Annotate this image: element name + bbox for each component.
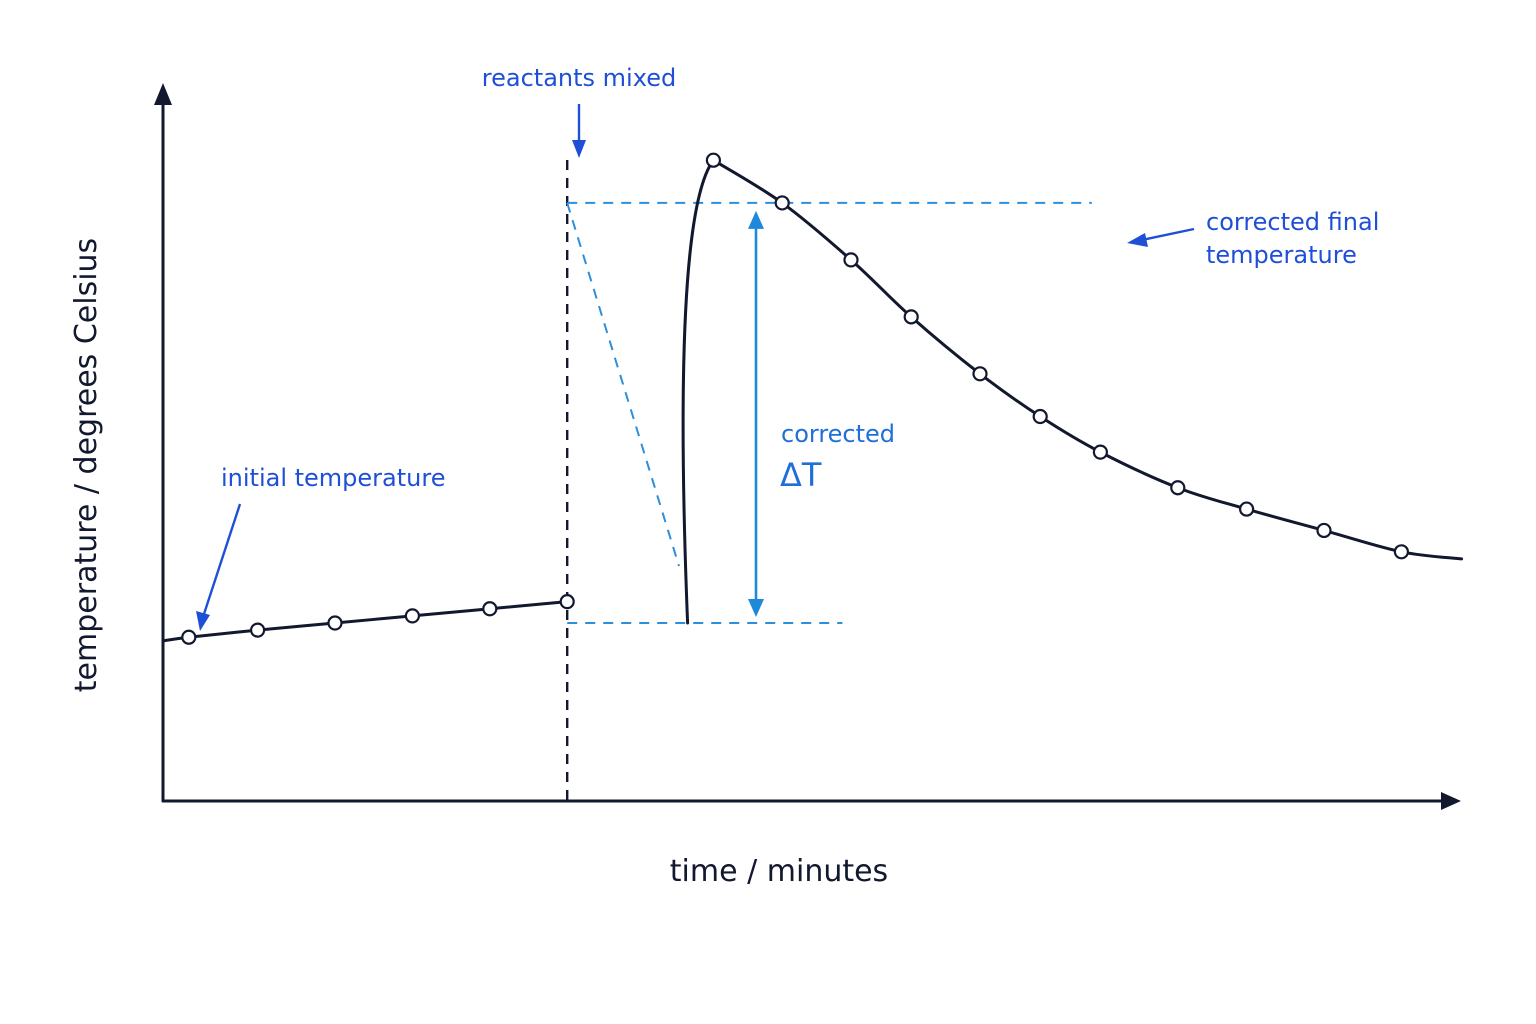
corrected-final-temperature-label-line2: temperature xyxy=(1206,241,1357,269)
x-axis-arrowhead xyxy=(1441,792,1461,810)
after-mixing-point-14 xyxy=(1238,501,1255,517)
y-axis-arrowhead xyxy=(154,83,172,105)
after-mixing-point-15 xyxy=(1316,522,1332,539)
y-axis-title: temperature / degrees Celsius xyxy=(69,238,104,692)
delta-t-arrow xyxy=(748,210,764,617)
data-series xyxy=(161,152,1464,645)
after-mixing-point-7 xyxy=(774,195,790,211)
before-mixing-point-1 xyxy=(250,622,266,638)
before-mixing-point-0 xyxy=(181,629,197,645)
after-mixing-point-16 xyxy=(1393,544,1410,560)
corrected-final-temperature-pointer xyxy=(1141,227,1195,242)
before-mixing-point-2 xyxy=(327,615,343,631)
after-mixing-point-6 xyxy=(705,152,722,168)
reactants-mixed-pointer-head xyxy=(572,140,586,158)
corrected-delta-t-label-line1: corrected xyxy=(781,420,895,448)
series-before-mixing-line xyxy=(161,600,569,643)
reactants-mixed-label: reactants mixed xyxy=(482,64,676,92)
after-mixing-point-13 xyxy=(1170,480,1186,496)
corrected-final-temperature-label-line1: corrected final xyxy=(1206,208,1379,236)
corrected-final-temperature-pointer-head xyxy=(1127,233,1148,247)
after-mixing-point-11 xyxy=(1032,408,1048,425)
delta-t-arrowhead-top xyxy=(748,210,764,229)
data-points xyxy=(181,152,1410,645)
x-axis-title: time / minutes xyxy=(670,854,888,889)
after-mixing-point-12 xyxy=(1092,444,1109,460)
initial-temperature-pointer-head xyxy=(196,611,210,631)
before-mixing-point-4 xyxy=(482,601,498,617)
before-mixing-point-3 xyxy=(404,608,420,624)
axes xyxy=(154,83,1461,810)
reference-lines xyxy=(566,160,1092,801)
delta-t-arrowhead-bottom xyxy=(748,599,764,617)
corrected-delta-t-label-line2: ΔT xyxy=(780,456,822,494)
after-mixing-point-10 xyxy=(972,366,988,382)
initial-temperature-pointer xyxy=(202,503,242,615)
after-mixing-point-9 xyxy=(903,309,919,325)
before-mixing-point-5 xyxy=(559,594,575,610)
after-mixing-point-8 xyxy=(843,252,859,268)
extrapolation-line xyxy=(566,202,680,567)
initial-temperature-label: initial temperature xyxy=(221,464,445,492)
